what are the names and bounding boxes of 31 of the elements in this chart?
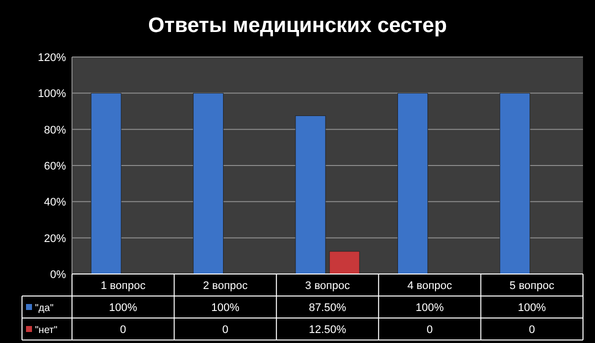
y-tick-label: 120% (38, 52, 66, 64)
data-label: 100% (109, 302, 138, 314)
x-tick-label: 5 вопрос (510, 280, 555, 292)
data-label: 0 (528, 324, 535, 336)
data-label: 87.50% (308, 302, 346, 314)
data-label: 100% (211, 302, 240, 314)
data-label: 100% (416, 302, 444, 314)
data-label: 12.50% (308, 324, 346, 336)
y-tick-label: 80% (44, 124, 66, 136)
data-label: 0 (120, 324, 126, 336)
y-tick-label: 60% (44, 160, 66, 172)
bar (329, 251, 360, 274)
x-tick-label: 4 вопрос (407, 280, 453, 292)
x-tick-label: 1 вопрос (100, 280, 146, 292)
bar (397, 92, 428, 274)
y-tick-label: 0% (50, 269, 66, 281)
x-tick-label: 2 вопрос (202, 280, 248, 292)
data-label: 0 (222, 324, 228, 336)
y-tick-label: 20% (44, 232, 66, 245)
bar (193, 92, 224, 274)
data-label: 0 (426, 324, 433, 336)
legend-label: "да" (35, 303, 54, 314)
legend-label: "нет" (35, 325, 58, 336)
chart-title: Ответы медицинских сестер (148, 14, 447, 37)
bar (295, 116, 326, 274)
y-tick-label: 40% (44, 196, 66, 209)
y-tick-label: 100% (38, 88, 66, 100)
bar (500, 92, 530, 274)
data-label: 100% (518, 302, 546, 314)
bar (90, 92, 122, 274)
x-tick-label: 3 вопрос (305, 280, 350, 292)
